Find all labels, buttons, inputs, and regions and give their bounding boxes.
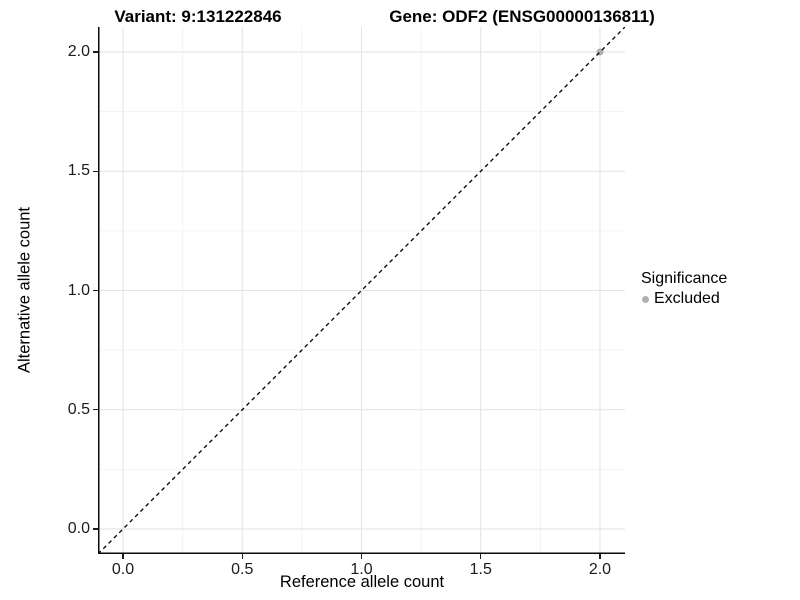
legend-item-label: Excluded (654, 290, 720, 307)
y-tick-mark (93, 289, 98, 292)
gene-title: Gene: ODF2 (ENSG00000136811) (389, 7, 655, 26)
x-tick-mark (122, 554, 124, 559)
legend-point-icon (642, 295, 649, 303)
legend-item-excluded: Excluded (641, 290, 727, 308)
x-tick-label: 0.0 (111, 561, 135, 578)
y-tick-label: 1.5 (67, 162, 90, 180)
plot-panel (98, 27, 625, 554)
x-tick-mark (360, 554, 363, 559)
x-tick-label: 1.0 (350, 561, 373, 578)
x-tick-mark (599, 554, 601, 559)
y-tick-mark (93, 170, 98, 172)
y-tick-mark (93, 51, 98, 53)
y-tick-label: 1.0 (67, 281, 90, 299)
x-tick-label: 1.5 (469, 561, 492, 578)
x-tick-label: 2.0 (588, 561, 612, 578)
variant-title: Variant: 9:131222846 (114, 7, 282, 26)
x-axis-label: Reference allele count (279, 573, 445, 591)
x-tick-mark (480, 554, 482, 559)
y-tick-mark (93, 528, 98, 530)
legend: Significance Excluded (641, 270, 727, 308)
y-tick-label: 0.5 (67, 400, 90, 418)
y-tick-label: 2.0 (67, 43, 90, 61)
y-axis-label: Alternative allele count (15, 206, 34, 374)
x-tick-mark (241, 554, 243, 559)
plot-panel-canvas (98, 27, 625, 554)
legend-title: Significance (641, 270, 728, 287)
y-tick-label: 0.0 (67, 519, 90, 537)
y-tick-mark (93, 409, 98, 411)
x-tick-label: 0.5 (231, 561, 254, 578)
